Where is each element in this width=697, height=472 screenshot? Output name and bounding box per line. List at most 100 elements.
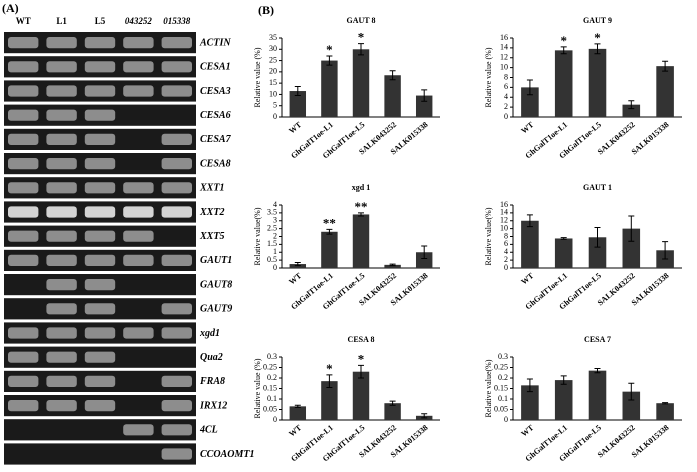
bar — [622, 391, 641, 420]
chart-title: CESA 8 — [348, 335, 375, 344]
gel-band — [8, 254, 39, 266]
gel-band — [8, 133, 39, 145]
gel-band — [84, 303, 116, 315]
y-tick-label: 6 — [504, 239, 508, 248]
y-axis-label: Relative value(%) — [484, 359, 493, 417]
error-bar — [628, 382, 635, 401]
y-tick-label: 16 — [500, 200, 508, 209]
gene-label: CESA8 — [200, 158, 231, 169]
bar — [521, 87, 539, 117]
gel-band — [46, 351, 77, 363]
chart-title: GAUT 8 — [347, 16, 376, 25]
gel-band — [84, 375, 116, 387]
error-bar — [294, 261, 301, 267]
y-tick-label: 10 — [500, 223, 508, 232]
y-axis-label: Relative value (%) — [253, 358, 262, 418]
gel-band — [123, 230, 154, 242]
gel-band — [123, 254, 154, 266]
error-bar — [662, 402, 669, 405]
x-tick-label: WT — [519, 423, 536, 439]
y-axis-label: Relative value(%) — [484, 207, 493, 265]
y-tick-label: 8 — [504, 72, 508, 81]
bar — [588, 237, 607, 268]
lane-label: L5 — [95, 16, 106, 26]
gel-band — [46, 254, 77, 266]
bar — [384, 403, 401, 420]
x-tick-label: SALK015338 — [630, 120, 671, 156]
bar — [622, 104, 641, 117]
y-axis-label: Relative value (%) — [253, 47, 262, 107]
gene-label: XXT1 — [199, 183, 224, 194]
bar — [622, 228, 641, 268]
gel-band — [46, 230, 77, 242]
y-tick-label: 0.2 — [267, 373, 277, 382]
error-bar — [594, 368, 601, 374]
gel-band — [46, 279, 77, 291]
gel-band — [84, 206, 116, 218]
y-tick-label: 12 — [500, 53, 508, 62]
lane-label: 015338 — [163, 16, 191, 26]
y-tick-label: 0.1 — [498, 394, 508, 403]
y-tick-label: 5 — [273, 101, 277, 110]
gel-band — [84, 109, 116, 121]
gel-band — [46, 61, 77, 73]
bar — [321, 60, 338, 117]
gel-band — [123, 206, 154, 218]
gel-band — [46, 400, 77, 412]
gel-band — [123, 85, 154, 97]
significance: * — [358, 30, 365, 45]
y-tick-label: 35 — [269, 33, 277, 42]
gel-band — [46, 303, 77, 315]
gel-band — [161, 424, 192, 436]
y-tick-label: 1.5 — [267, 239, 277, 248]
gel-band — [161, 133, 192, 145]
gene-label: FRA8 — [199, 376, 225, 387]
gel-band — [123, 37, 154, 49]
gene-label: XXT5 — [199, 231, 224, 242]
x-tick-label: SALK015338 — [630, 423, 671, 459]
gel-band — [8, 400, 39, 412]
bar — [289, 91, 307, 117]
gel-band — [8, 230, 39, 242]
error-bar — [358, 364, 364, 379]
bar — [384, 264, 401, 268]
error-bar — [326, 374, 333, 388]
gene-label: CCOAOMT1 — [200, 449, 254, 460]
y-tick-label: 0 — [273, 415, 277, 424]
gel-band — [161, 303, 192, 315]
bar — [588, 370, 607, 420]
gel-band — [84, 351, 116, 363]
gel-band — [161, 254, 192, 266]
error-bar — [594, 43, 601, 55]
gene-label: CESA3 — [200, 86, 231, 97]
gel-band — [84, 85, 116, 97]
x-tick-label: WT — [519, 120, 536, 136]
y-tick-label: 10 — [500, 62, 508, 71]
y-tick-label: 0.3 — [267, 352, 277, 361]
gel-band — [8, 206, 39, 218]
lane-label: WT — [16, 16, 31, 26]
bar — [656, 66, 674, 117]
gel-band — [161, 85, 192, 97]
y-tick-label: 25 — [269, 55, 277, 64]
error-bar — [662, 60, 669, 72]
gel-band — [84, 327, 116, 339]
y-tick-label: 0 — [504, 112, 508, 121]
bar — [321, 231, 338, 268]
significance: * — [326, 361, 333, 376]
y-tick-label: 20 — [269, 67, 277, 76]
gel-band — [46, 206, 77, 218]
gel-strip — [4, 443, 196, 465]
y-tick-label: 12 — [500, 216, 508, 225]
bar — [352, 371, 370, 420]
gel-band — [123, 61, 154, 73]
y-tick-label: 1 — [273, 247, 277, 256]
error-bar — [526, 214, 533, 228]
y-tick-label: 0.1 — [267, 394, 277, 403]
gel-band — [8, 158, 39, 170]
significance: * — [358, 351, 365, 366]
y-tick-label: 4 — [504, 247, 508, 256]
bar — [554, 238, 573, 268]
bar — [415, 252, 433, 268]
